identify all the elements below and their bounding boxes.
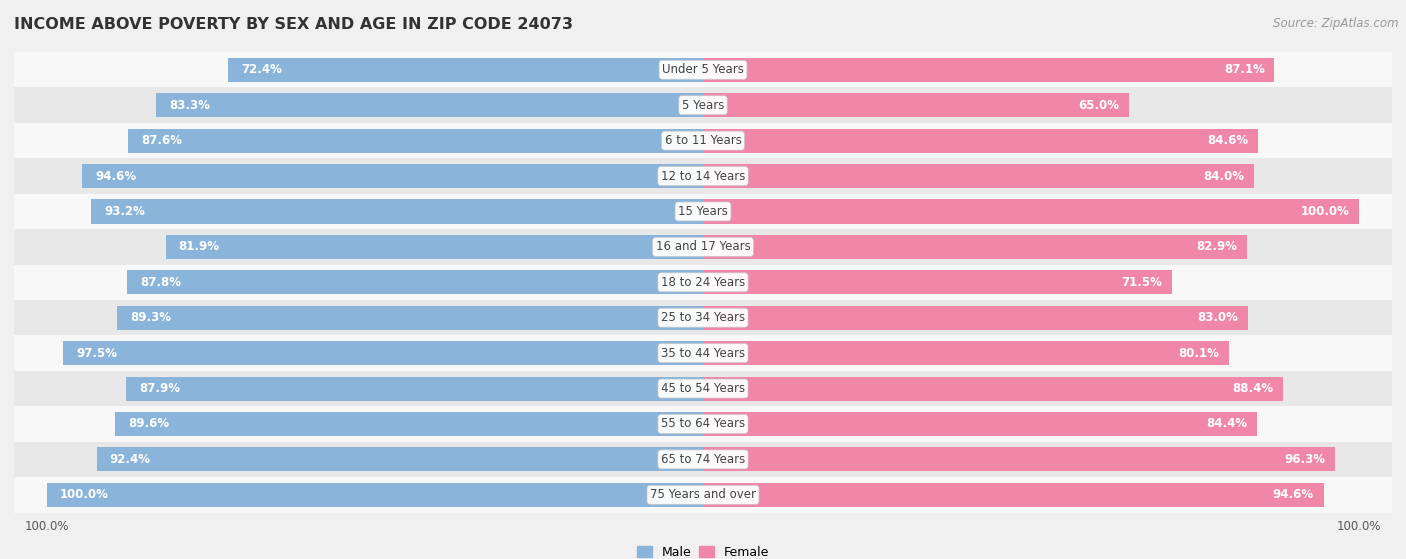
Bar	[97, 447, 703, 471]
Text: 87.1%: 87.1%	[1223, 63, 1264, 76]
Text: 35 to 44 Years: 35 to 44 Years	[661, 347, 745, 359]
Bar	[703, 377, 1284, 401]
Text: 100.0%: 100.0%	[1301, 205, 1350, 218]
Bar	[156, 93, 703, 117]
Text: 16 and 17 Years: 16 and 17 Years	[655, 240, 751, 253]
Text: 94.6%: 94.6%	[96, 169, 136, 183]
Text: 96.3%: 96.3%	[1284, 453, 1324, 466]
Bar	[14, 194, 1392, 229]
Text: 5 Years: 5 Years	[682, 99, 724, 112]
Text: 88.4%: 88.4%	[1232, 382, 1274, 395]
Text: 83.0%: 83.0%	[1197, 311, 1237, 324]
Text: 6 to 11 Years: 6 to 11 Years	[665, 134, 741, 147]
Bar	[703, 412, 1257, 436]
Bar	[166, 235, 703, 259]
Bar	[14, 477, 1392, 513]
Bar	[14, 442, 1392, 477]
Text: 97.5%: 97.5%	[76, 347, 117, 359]
Text: Under 5 Years: Under 5 Years	[662, 63, 744, 76]
Bar	[91, 200, 703, 224]
Text: 84.6%: 84.6%	[1208, 134, 1249, 147]
Text: 80.1%: 80.1%	[1178, 347, 1219, 359]
Bar	[14, 371, 1392, 406]
Text: 55 to 64 Years: 55 to 64 Years	[661, 418, 745, 430]
Text: 45 to 54 Years: 45 to 54 Years	[661, 382, 745, 395]
Text: 87.9%: 87.9%	[139, 382, 180, 395]
Text: INCOME ABOVE POVERTY BY SEX AND AGE IN ZIP CODE 24073: INCOME ABOVE POVERTY BY SEX AND AGE IN Z…	[14, 17, 574, 32]
Bar	[703, 306, 1247, 330]
Bar	[703, 164, 1254, 188]
Text: 84.0%: 84.0%	[1204, 169, 1244, 183]
Bar	[703, 447, 1334, 471]
Text: 65.0%: 65.0%	[1078, 99, 1119, 112]
Text: 15 Years: 15 Years	[678, 205, 728, 218]
Text: Source: ZipAtlas.com: Source: ZipAtlas.com	[1274, 17, 1399, 30]
Bar	[703, 200, 1360, 224]
Bar	[46, 483, 703, 507]
Bar	[14, 406, 1392, 442]
Legend: Male, Female: Male, Female	[631, 541, 775, 559]
Bar	[14, 300, 1392, 335]
Bar	[14, 52, 1392, 88]
Bar	[14, 88, 1392, 123]
Bar	[14, 123, 1392, 158]
Text: 12 to 14 Years: 12 to 14 Years	[661, 169, 745, 183]
Text: 84.4%: 84.4%	[1206, 418, 1247, 430]
Text: 87.6%: 87.6%	[142, 134, 183, 147]
Bar	[703, 58, 1274, 82]
Bar	[703, 235, 1247, 259]
Bar	[14, 158, 1392, 194]
Text: 71.5%: 71.5%	[1122, 276, 1163, 289]
Bar	[83, 164, 703, 188]
Bar	[115, 412, 703, 436]
Bar	[703, 93, 1129, 117]
Bar	[14, 335, 1392, 371]
Text: 72.4%: 72.4%	[240, 63, 283, 76]
Text: 81.9%: 81.9%	[179, 240, 219, 253]
Bar	[228, 58, 703, 82]
Bar	[14, 264, 1392, 300]
Text: 75 Years and over: 75 Years and over	[650, 489, 756, 501]
Bar	[63, 341, 703, 365]
Text: 94.6%: 94.6%	[1272, 489, 1313, 501]
Text: 100.0%: 100.0%	[60, 489, 108, 501]
Text: 93.2%: 93.2%	[104, 205, 145, 218]
Bar	[117, 306, 703, 330]
Text: 92.4%: 92.4%	[110, 453, 150, 466]
Text: 25 to 34 Years: 25 to 34 Years	[661, 311, 745, 324]
Text: 89.3%: 89.3%	[131, 311, 172, 324]
Text: 65 to 74 Years: 65 to 74 Years	[661, 453, 745, 466]
Bar	[703, 270, 1173, 295]
Bar	[128, 129, 703, 153]
Text: 83.3%: 83.3%	[170, 99, 211, 112]
Text: 89.6%: 89.6%	[128, 418, 169, 430]
Text: 82.9%: 82.9%	[1197, 240, 1237, 253]
Bar	[703, 483, 1323, 507]
Bar	[127, 270, 703, 295]
Bar	[703, 129, 1258, 153]
Bar	[14, 229, 1392, 264]
Text: 18 to 24 Years: 18 to 24 Years	[661, 276, 745, 289]
Text: 87.8%: 87.8%	[141, 276, 181, 289]
Bar	[127, 377, 703, 401]
Bar	[703, 341, 1229, 365]
